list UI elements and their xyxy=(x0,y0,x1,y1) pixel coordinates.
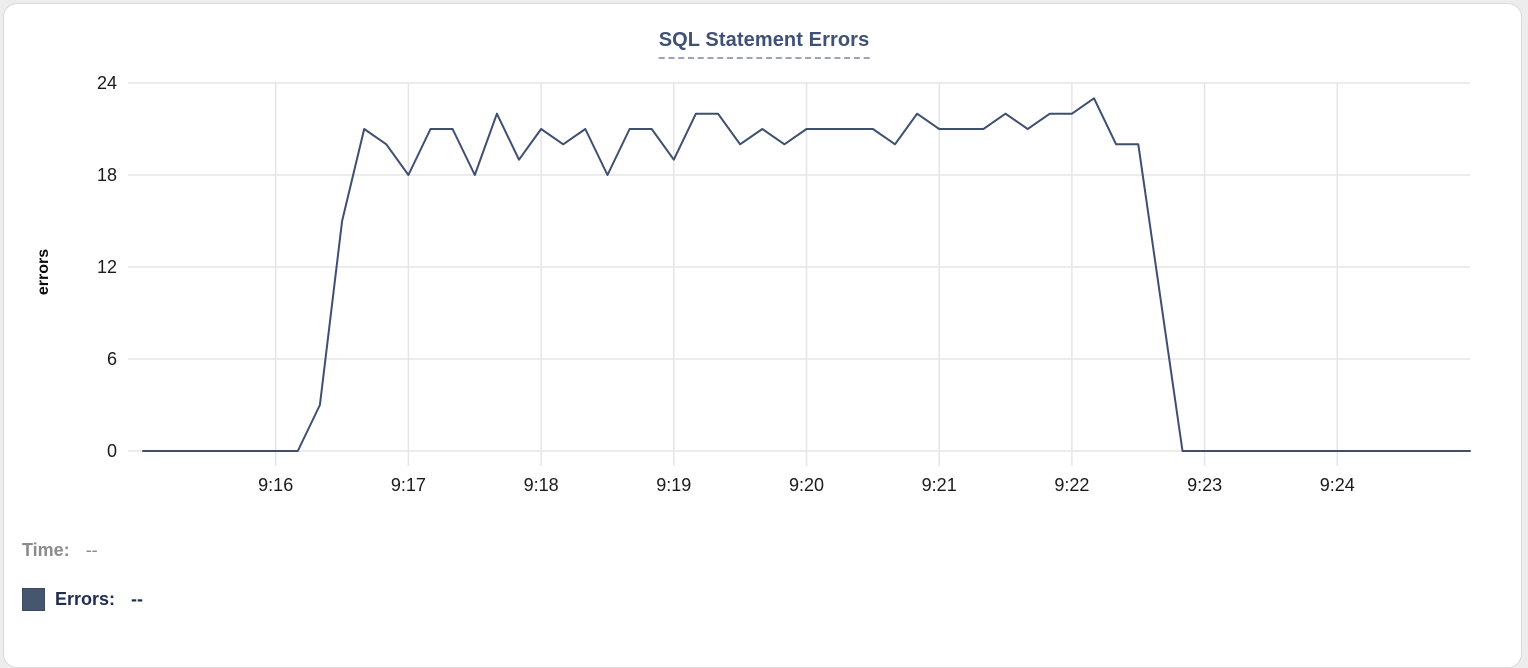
svg-text:9:19: 9:19 xyxy=(656,475,691,495)
svg-text:6: 6 xyxy=(107,349,117,369)
svg-text:12: 12 xyxy=(97,257,117,277)
x-axis-tick-labels: 9:16 9:17 9:18 9:19 9:20 9:21 9:22 9:23 9:24 xyxy=(258,475,1355,495)
errors-series-swatch xyxy=(22,588,45,611)
svg-text:18: 18 xyxy=(97,165,117,185)
svg-text:0: 0 xyxy=(107,441,117,461)
vertical-gridlines xyxy=(274,83,1339,466)
svg-text:9:21: 9:21 xyxy=(922,475,957,495)
svg-text:9:23: 9:23 xyxy=(1187,475,1222,495)
errors-series-line xyxy=(142,97,1471,452)
tooltip-time-row: Time: -- xyxy=(22,540,98,561)
errors-value: -- xyxy=(131,589,144,609)
svg-text:9:18: 9:18 xyxy=(524,475,559,495)
errors-label: Errors: xyxy=(55,589,116,609)
panel-title[interactable]: SQL Statement Errors xyxy=(658,29,870,59)
time-value: -- xyxy=(85,540,98,560)
tooltip-errors-row: Errors: -- xyxy=(22,588,143,611)
svg-text:9:17: 9:17 xyxy=(391,475,426,495)
y-axis-title: errors xyxy=(35,249,52,295)
chart-panel-card xyxy=(3,3,1522,668)
svg-text:24: 24 xyxy=(97,73,117,93)
svg-text:9:22: 9:22 xyxy=(1054,475,1089,495)
svg-text:9:24: 9:24 xyxy=(1320,475,1355,495)
horizontal-gridlines xyxy=(128,82,1470,452)
time-label: Time: xyxy=(22,540,70,560)
y-axis-tick-labels: 0 6 12 18 24 xyxy=(97,73,117,461)
svg-text:9:20: 9:20 xyxy=(789,475,824,495)
errors-line-chart[interactable]: 0 6 12 18 24 9:16 9:17 9:18 9:19 9:20 9:21 9:22 9:2… xyxy=(0,0,1528,512)
svg-text:9:16: 9:16 xyxy=(258,475,293,495)
